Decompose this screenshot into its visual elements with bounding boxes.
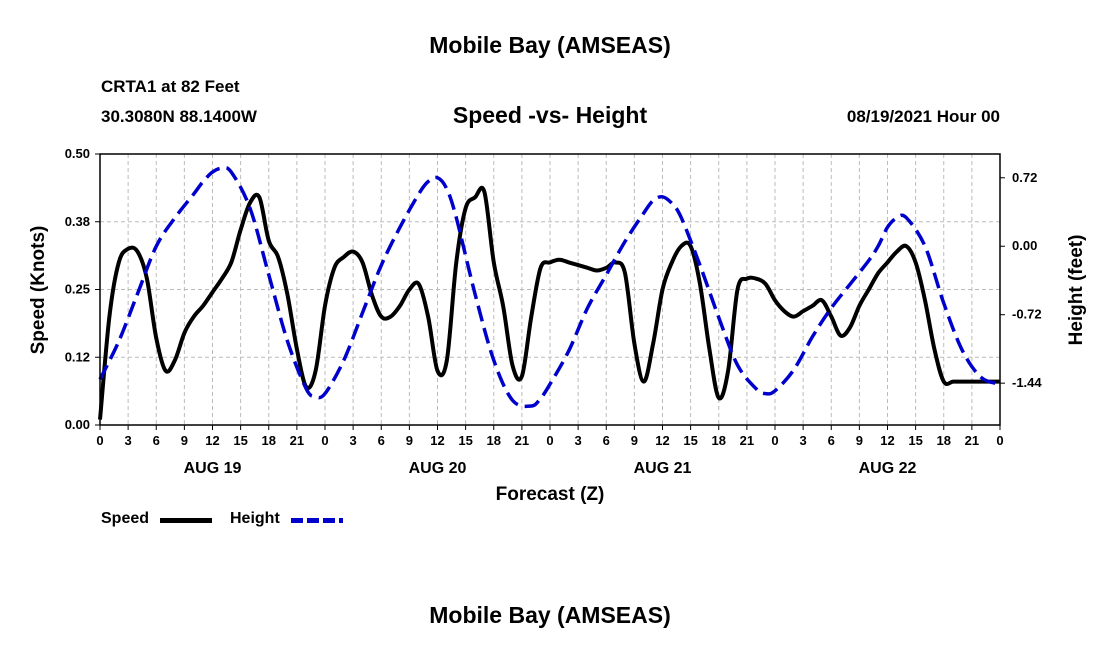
x-tick-label: 9 [856,433,863,448]
x-tick-label: 9 [631,433,638,448]
axis-layer: 0 3 6 9 12 15 18 21 0 3 6 9 12 15 18 21 0 3 6 9 12 15 18 21 0 3 6 9… [65,146,1043,477]
x-tick-label: 9 [406,433,413,448]
x-tick-label: 3 [350,433,357,448]
page-title: Mobile Bay (AMSEAS) [429,32,671,58]
legend-height-swatch [291,518,343,523]
y2-tick-label: 0.72 [1012,170,1037,185]
x-tick-label: 21 [515,433,529,448]
x-day-label: AUG 19 [184,460,242,477]
series-speed-line [98,185,1000,420]
x-day-label: AUG 20 [409,460,467,477]
x-tick-label: 12 [655,433,669,448]
x-tick-label: 6 [603,433,610,448]
x-tick-label: 21 [965,433,979,448]
x-tick-label: 15 [458,433,472,448]
x-tick-label: 6 [153,433,160,448]
y2-tick-label: -0.72 [1012,307,1042,322]
series-height-line [98,165,1001,409]
x-tick-label: 0 [546,433,553,448]
x-tick-label: 0 [321,433,328,448]
x-tick-label: 15 [233,433,247,448]
x-tick-label: 15 [683,433,697,448]
series-layer [98,165,1001,420]
forecast-date: 08/19/2021 Hour 00 [846,107,1000,126]
x-tick-label: 21 [740,433,754,448]
y-tick-label: 0.50 [65,146,90,161]
chart-title: Speed -vs- Height [452,102,648,128]
x-tick-label: 21 [290,433,304,448]
x-tick-label: 18 [712,433,726,448]
x-tick-label: 12 [880,433,894,448]
y-tick-label: 0.25 [65,282,90,297]
x-day-label: AUG 21 [634,460,692,477]
legend-speed-swatch [160,518,212,523]
y-tick-label: 0.00 [65,417,90,432]
x-tick-label: 15 [908,433,922,448]
x-tick-label: 0 [96,433,103,448]
y2-axis-label: Height (feet) [1066,235,1087,346]
x-day-label: AUG 22 [859,460,917,477]
legend-speed-label: Speed [101,510,150,527]
grid-lines [100,154,1000,425]
x-tick-label: 12 [205,433,219,448]
x-tick-label: 6 [378,433,385,448]
station-name: CRTA1 at 82 Feet [101,77,240,96]
x-tick-label: 0 [996,433,1003,448]
x-tick-label: 9 [181,433,188,448]
y-tick-label: 0.38 [65,214,90,229]
footer-title: Mobile Bay (AMSEAS) [429,602,671,628]
y-tick-label: 0.12 [65,349,90,364]
y-axis-label: Speed (Knots) [28,226,49,355]
legend-height-label: Height [230,510,280,527]
x-tick-label: 0 [771,433,778,448]
x-tick-label: 18 [937,433,951,448]
x-tick-label: 12 [430,433,444,448]
x-tick-label: 3 [125,433,132,448]
x-axis-label: Forecast (Z) [496,484,605,505]
x-tick-label: 18 [487,433,501,448]
station-coords: 30.3080N 88.1400W [101,107,257,126]
x-tick-label: 6 [828,433,835,448]
x-tick-label: 3 [575,433,582,448]
y2-tick-label: -1.44 [1012,375,1042,390]
x-tick-label: 3 [800,433,807,448]
y2-tick-label: 0.00 [1012,238,1037,253]
x-tick-label: 18 [262,433,276,448]
